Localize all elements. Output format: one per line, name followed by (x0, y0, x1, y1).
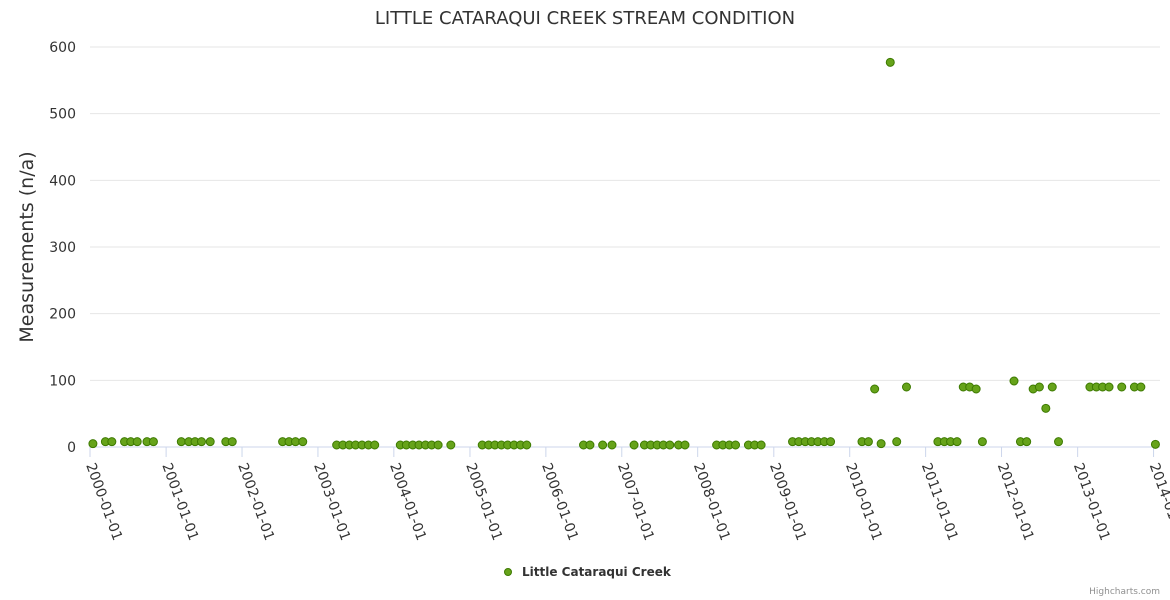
data-point[interactable] (370, 440, 380, 450)
x-tick-label: 2002-01-01 (234, 461, 277, 543)
data-point[interactable] (1136, 382, 1146, 392)
data-point[interactable] (1047, 382, 1057, 392)
chart-title: LITTLE CATARAQUI CREEK STREAM CONDITION (375, 8, 795, 29)
x-tick-label: 2014-01-01 (1146, 461, 1170, 543)
data-point[interactable] (446, 440, 456, 450)
data-point[interactable] (1150, 439, 1160, 449)
data-point[interactable] (107, 437, 117, 447)
x-tick-label: 2000-01-01 (82, 461, 125, 543)
x-axis: 2000-01-01 2001-01-01 2002-01-01 2003-01-01… (82, 447, 1170, 543)
legend-marker-icon[interactable] (504, 568, 512, 576)
data-point[interactable] (629, 440, 639, 450)
y-tick-label: 600 (49, 40, 76, 56)
data-point[interactable] (298, 437, 308, 447)
y-tick-label: 500 (49, 107, 76, 123)
y-tick-label: 100 (49, 373, 76, 389)
x-tick-label: 2006-01-01 (538, 461, 581, 543)
data-point[interactable] (205, 437, 215, 447)
data-point[interactable] (1104, 382, 1114, 392)
data-point[interactable] (756, 440, 766, 450)
data-point[interactable] (863, 437, 873, 447)
data-point[interactable] (1022, 437, 1032, 447)
gridlines (90, 46, 1160, 448)
x-tick-label: 2012-01-01 (994, 461, 1037, 543)
data-point[interactable] (731, 440, 741, 450)
data-point[interactable] (1054, 437, 1064, 447)
x-tick-label: 2005-01-01 (462, 461, 505, 543)
data-point[interactable] (176, 437, 186, 447)
x-tick-label: 2003-01-01 (310, 461, 353, 543)
legend[interactable]: Little Cataraqui Creek (504, 565, 672, 579)
y-tick-label: 200 (49, 307, 76, 323)
y-axis-ticks: 0 100 200 300 400 500 600 (49, 40, 76, 456)
x-tick-label: 2004-01-01 (386, 461, 429, 543)
data-point[interactable] (870, 384, 880, 394)
data-point[interactable] (1117, 382, 1127, 392)
legend-label[interactable]: Little Cataraqui Creek (522, 565, 672, 579)
data-point[interactable] (977, 437, 987, 447)
data-point[interactable] (607, 440, 617, 450)
credits-link[interactable]: Highcharts.com (1089, 587, 1160, 597)
y-tick-label: 0 (67, 440, 76, 456)
data-point[interactable] (1041, 403, 1051, 413)
data-point[interactable] (680, 440, 690, 450)
x-tick-label: 2008-01-01 (690, 461, 733, 543)
data-point[interactable] (598, 440, 608, 450)
x-tick-label: 2013-01-01 (1070, 461, 1113, 543)
x-tick-label: 2010-01-01 (842, 461, 885, 543)
data-point[interactable] (885, 57, 895, 67)
x-tick-label: 2009-01-01 (766, 461, 809, 543)
data-point[interactable] (876, 439, 886, 449)
y-tick-label: 400 (49, 173, 76, 189)
data-point[interactable] (901, 382, 911, 392)
y-axis-label: Measurements (n/a) (16, 151, 38, 342)
x-tick-label: 2007-01-01 (614, 461, 657, 543)
data-point[interactable] (585, 440, 595, 450)
data-point[interactable] (132, 437, 142, 447)
y-tick-label: 300 (49, 240, 76, 256)
data-point[interactable] (665, 440, 675, 450)
data-point[interactable] (88, 439, 98, 449)
x-tick-label: 2001-01-01 (158, 461, 201, 543)
data-point[interactable] (1034, 382, 1044, 392)
data-point[interactable] (148, 437, 158, 447)
x-tick-label: 2011-01-01 (918, 461, 961, 543)
data-point[interactable] (196, 437, 206, 447)
data-point[interactable] (826, 437, 836, 447)
data-point[interactable] (952, 437, 962, 447)
data-point[interactable] (971, 384, 981, 394)
data-point[interactable] (522, 440, 532, 450)
series-points (88, 57, 1160, 450)
data-point[interactable] (892, 437, 902, 447)
data-point[interactable] (433, 440, 443, 450)
data-point[interactable] (227, 437, 237, 447)
data-point[interactable] (1009, 376, 1019, 386)
